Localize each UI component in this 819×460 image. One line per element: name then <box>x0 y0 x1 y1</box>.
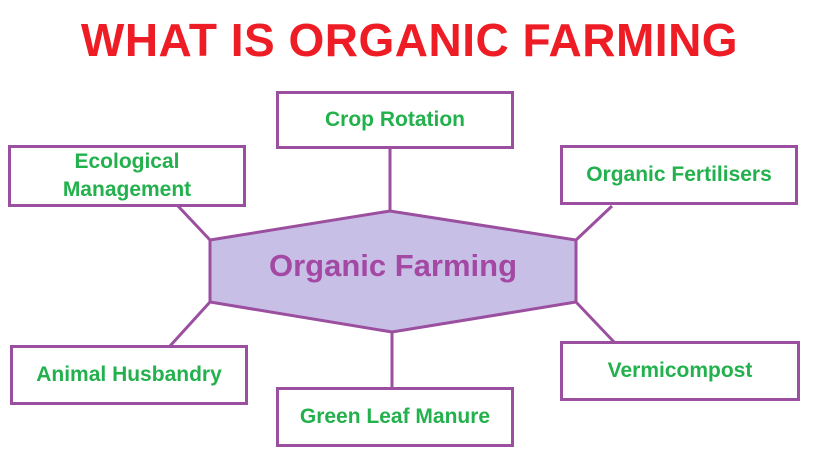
node-label: Animal Husbandry <box>36 363 222 386</box>
node-animal-husbandry: Animal Husbandry <box>10 345 248 405</box>
page-title: WHAT IS ORGANIC FARMING <box>80 14 739 66</box>
node-label: Ecological Management <box>62 150 192 201</box>
connector-ecological-management <box>176 204 212 242</box>
node-label: Vermicompost <box>607 359 753 382</box>
connector-vermicompost <box>574 300 616 344</box>
node-label: Organic Fertilisers <box>586 163 772 186</box>
center-label: Organic Farming <box>268 248 518 283</box>
node-label: Crop Rotation <box>325 108 465 131</box>
node-vermicompost: Vermicompost <box>560 341 800 401</box>
node-organic-fertilisers: Organic Fertilisers <box>560 145 798 205</box>
node-green-leaf-manure: Green Leaf Manure <box>276 387 514 447</box>
connector-animal-husbandry <box>168 300 212 348</box>
node-label: Green Leaf Manure <box>299 405 491 428</box>
connector-organic-fertilisers <box>574 204 614 242</box>
center-hexagon <box>208 209 578 334</box>
node-crop-rotation: Crop Rotation <box>276 91 514 149</box>
node-ecological-management: Ecological Management <box>8 145 246 207</box>
